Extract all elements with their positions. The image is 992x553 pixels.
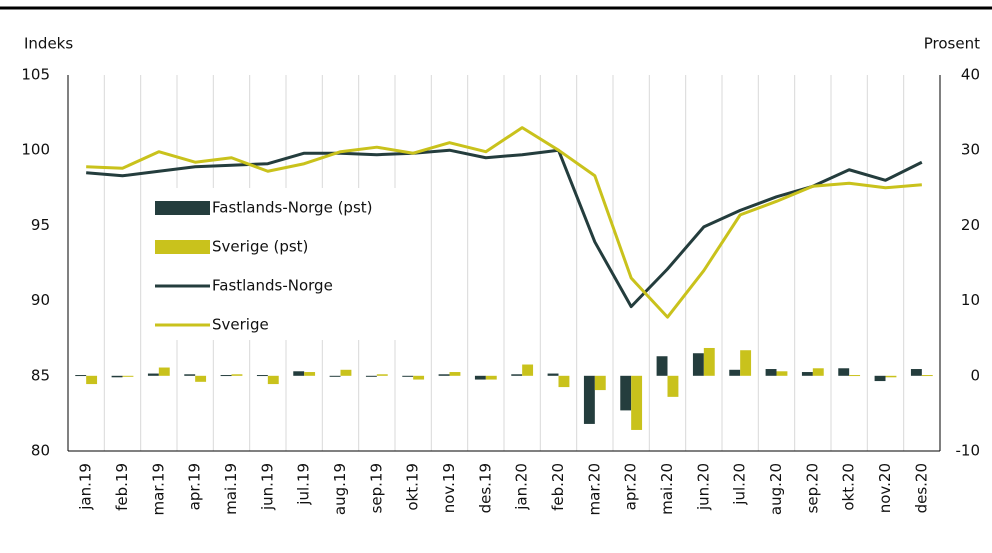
bar <box>547 373 559 376</box>
x-tick-label: jun.19 <box>258 463 276 511</box>
legend-label: Sverige <box>212 316 269 334</box>
x-tick-label: nov.20 <box>876 463 894 513</box>
bar <box>656 356 668 376</box>
bar <box>340 369 352 376</box>
x-tick-label: apr.19 <box>186 463 204 510</box>
legend-label: Fastlands-Norge (pst) <box>212 199 373 217</box>
bar <box>740 350 752 376</box>
bar <box>511 374 523 376</box>
bar <box>885 375 897 378</box>
bar <box>692 353 704 376</box>
bar <box>438 374 450 376</box>
bar <box>874 375 886 382</box>
x-tick-label: sep.19 <box>367 463 385 513</box>
x-tick-label: mai.19 <box>222 463 240 515</box>
bar <box>329 375 341 377</box>
y2-tick-label: 20 <box>961 216 980 234</box>
x-tick-label: des.20 <box>912 463 930 513</box>
x-tick-label: jan.20 <box>513 463 531 511</box>
x-tick-label: apr.20 <box>622 463 640 510</box>
y2-tick-label: 10 <box>961 291 980 309</box>
bar <box>667 375 679 397</box>
bar <box>703 347 715 376</box>
bar <box>220 375 232 377</box>
bar <box>849 375 861 377</box>
x-tick-label: okt.20 <box>840 463 858 511</box>
bar <box>293 371 305 376</box>
x-tick-label: jul.20 <box>731 463 749 506</box>
bar <box>776 371 788 376</box>
bar <box>765 369 777 376</box>
bar <box>304 372 316 376</box>
x-tick-label: nov.19 <box>440 463 458 513</box>
bar <box>558 375 570 388</box>
bar <box>838 368 850 376</box>
x-tick-label: des.19 <box>476 463 494 513</box>
legend: Fastlands-Norge (pst) Sverige (pst) Fastla… <box>143 188 413 340</box>
x-tick-label: jan.19 <box>77 463 95 511</box>
legend-label: Fastlands-Norge <box>212 277 333 295</box>
bar <box>75 375 87 377</box>
line <box>86 148 923 309</box>
bar <box>801 372 813 376</box>
x-tick-label: feb.19 <box>113 463 131 511</box>
x-tick-label: jul.19 <box>295 463 313 506</box>
x-tick-label: mai.20 <box>658 463 676 515</box>
y2-tick-label: 30 <box>961 141 980 159</box>
y2-tick-label: 0 <box>970 366 980 384</box>
bar <box>522 364 534 376</box>
x-tick-label: feb.20 <box>549 463 567 511</box>
y2-axis-label: Prosent <box>924 35 980 53</box>
bar <box>86 375 98 385</box>
bar <box>184 374 196 376</box>
y-tick-label: 105 <box>21 66 50 84</box>
bar <box>729 369 741 376</box>
x-tick-label: sep.20 <box>803 463 821 513</box>
y-tick-label: 85 <box>31 366 50 384</box>
y2-tick-label: 40 <box>961 66 980 84</box>
bar <box>267 375 279 385</box>
y-tick-label: 100 <box>21 141 50 159</box>
bar <box>631 375 643 430</box>
y-tick-label: 80 <box>31 442 50 460</box>
bar <box>365 375 377 377</box>
legend-swatch <box>155 201 210 215</box>
bar <box>583 375 595 424</box>
bar <box>158 367 170 376</box>
bar <box>910 369 922 376</box>
bar <box>111 375 123 378</box>
y-axis-label: Indeks <box>24 35 73 53</box>
y-tick-label: 95 <box>31 216 50 234</box>
legend-swatch <box>155 240 210 254</box>
bar <box>812 368 824 376</box>
bar <box>413 375 425 380</box>
line <box>86 126 922 319</box>
x-tick-label: mar.19 <box>149 463 167 515</box>
y2-tick-label: -10 <box>956 442 981 460</box>
bar <box>921 375 933 377</box>
x-tick-label: aug.20 <box>767 463 785 515</box>
legend-label: Sverige (pst) <box>212 238 308 256</box>
bar <box>147 373 159 376</box>
bar <box>474 375 486 380</box>
bar <box>231 374 243 376</box>
bar <box>195 375 207 382</box>
bar <box>620 375 632 411</box>
x-tick-label: jun.20 <box>694 463 712 511</box>
x-tick-label: okt.19 <box>404 463 422 511</box>
bar <box>485 375 497 380</box>
x-tick-label: aug.19 <box>331 463 349 515</box>
y-tick-label: 90 <box>31 291 50 309</box>
bar <box>594 375 606 391</box>
bar <box>376 374 388 376</box>
bar <box>256 375 268 377</box>
bar <box>449 372 461 376</box>
bar <box>122 375 134 377</box>
x-tick-label: mar.20 <box>585 463 603 515</box>
bar <box>402 375 414 377</box>
